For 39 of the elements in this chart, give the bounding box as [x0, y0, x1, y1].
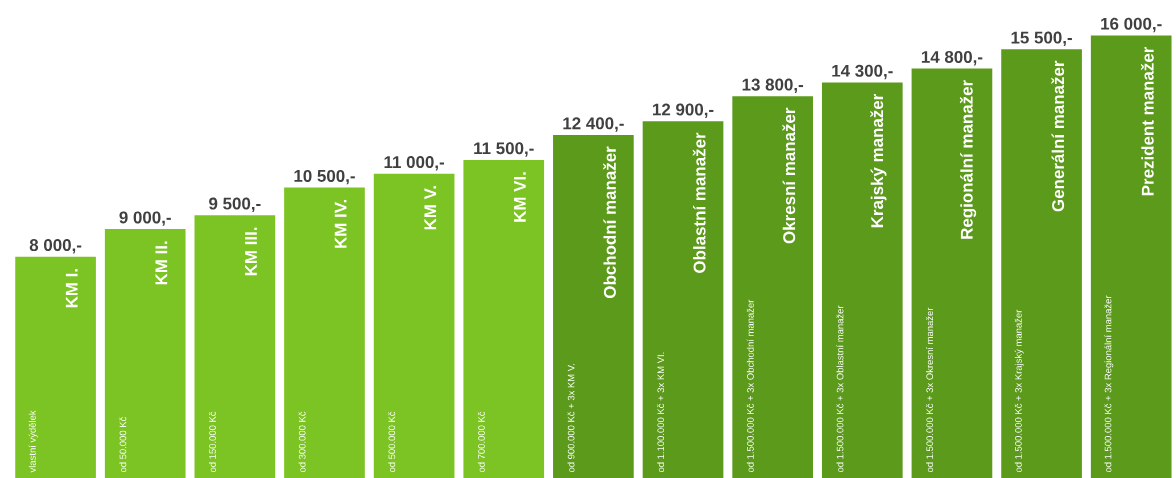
annotation: od 1.500.000 Kč + 3x Krajský manažer [1014, 309, 1024, 473]
data-label: 9 000,- [119, 211, 171, 226]
x-tick-label: KM VI. [514, 172, 526, 222]
x-tick-label: Regionální manažer [959, 80, 977, 239]
x-tick-label: Generální manažer [1051, 60, 1065, 212]
annotation: od 1.500.000 Kč + 3x Regionální manažer [1104, 295, 1114, 473]
annotation: od 1.500.000 Kč + 3x Oblastní manažer [836, 305, 844, 473]
x-tick-label: Prezident manažer [1140, 46, 1154, 196]
annotation: od 300.000 Kč [298, 411, 306, 473]
data-label: 12 900,- [653, 103, 714, 118]
x-tick-label: Oblastní manažer [692, 132, 706, 273]
annotation: od 1.500.000 Kč + 3x Obchodní manažer [746, 299, 754, 473]
annotation: od 700.000 Kč [477, 411, 485, 473]
data-label: 16 000,- [1101, 17, 1162, 33]
x-tick-label: KM II. [155, 241, 168, 285]
annotation: od 1.500.000 Kč + 3x Okresní manažer [925, 307, 934, 473]
x-tick-label: KM I. [65, 269, 78, 308]
data-label: 15 500,- [1011, 31, 1072, 47]
data-label: 8 000,- [29, 239, 82, 254]
x-tick-label: KM V. [424, 186, 437, 230]
data-label: 13 800,- [742, 78, 804, 94]
data-label: 11 500,- [474, 142, 534, 157]
x-tick-label: Obchodní manažer [603, 146, 616, 299]
data-label: 14 800,- [921, 50, 983, 66]
annotation: od 500.000 Kč [388, 411, 396, 473]
data-label: 10 500,- [294, 169, 355, 185]
x-tick-label: Krajský manažer [870, 93, 887, 228]
annotation: od 1.100.000 Kč + 3x KM VI. [657, 352, 665, 473]
data-label: 14 300,- [832, 64, 893, 80]
x-tick-label: Okresní manažer [782, 107, 796, 244]
x-tick-label: KM IV. [334, 199, 347, 248]
annotation: od 50.000 Kč [119, 416, 127, 473]
data-label: 11 000,- [384, 156, 445, 171]
data-label: 12 400,- [563, 117, 624, 132]
data-label: 9 500,- [209, 197, 261, 213]
annotation: vlastní výdělek [28, 410, 38, 473]
annotation: od 900.000 Kč + 3x KM V. [567, 364, 575, 473]
x-tick-label: KM III. [245, 227, 257, 276]
annotation: od 150.000 Kč [208, 411, 216, 473]
